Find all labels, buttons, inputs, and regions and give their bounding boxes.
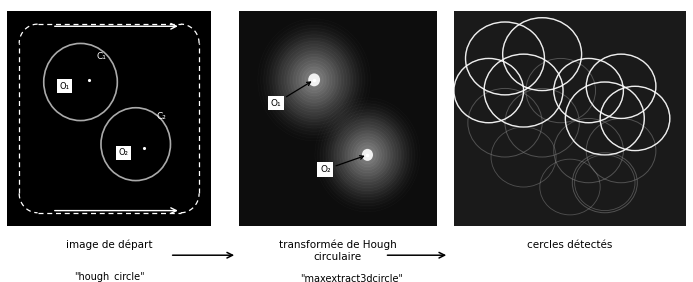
Text: O₁: O₁ [59,82,69,91]
Text: O₂: O₂ [320,156,364,174]
Circle shape [308,73,320,86]
Text: "maxextract3dcircle": "maxextract3dcircle" [300,274,403,282]
Text: cercles détectés: cercles détectés [527,240,613,250]
Text: "hough_circle": "hough_circle" [74,271,144,282]
Text: O₂: O₂ [119,148,128,157]
Text: transformée de Hough
circulaire: transformée de Hough circulaire [279,240,396,262]
Text: image de départ: image de départ [66,240,152,250]
Text: C₂: C₂ [156,112,166,121]
Circle shape [362,149,373,161]
Text: C₁: C₁ [97,52,107,61]
Text: O₁: O₁ [271,82,310,107]
